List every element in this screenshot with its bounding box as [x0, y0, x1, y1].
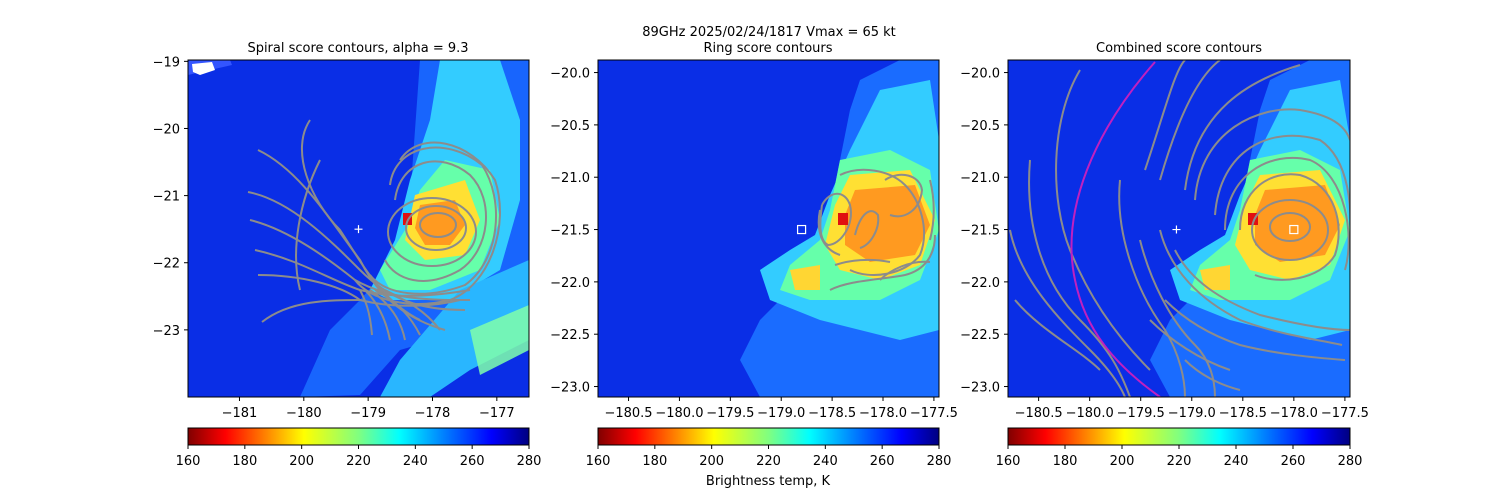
- colorbar-tick-label: 280: [927, 454, 952, 469]
- x-tick-label: −179.0: [757, 406, 805, 421]
- heatmap-field: [740, 60, 939, 397]
- y-tick-label: −21.0: [550, 171, 590, 186]
- y-tick-label: −23: [153, 324, 180, 339]
- panel-title: Spiral score contours, alpha = 9.3: [247, 41, 468, 56]
- axes-frame: [1007, 59, 1351, 398]
- x-tick-label: −177: [479, 406, 515, 421]
- colorbar-tick-label: 220: [1167, 454, 1192, 469]
- colorbar-tick-label: 200: [699, 454, 724, 469]
- colorbar: 160 180 200 220 240 260 280: [996, 427, 1363, 469]
- x-tick-label: −178.0: [1270, 406, 1318, 421]
- x-axis-ticks: −180.5 −180.0 −179.5 −179.0 −178.5 −178.0 −177…: [1015, 397, 1369, 421]
- colorbar-label: Brightness temp, K: [706, 474, 831, 489]
- colorbar: 160 180 200 220 240 260 280 Brightness temp, K: [586, 427, 952, 489]
- x-tick-label: −178.0: [859, 406, 907, 421]
- x-tick-label: −180.0: [655, 406, 703, 421]
- panel-title: Ring score contours: [703, 41, 832, 56]
- colorbar-tick-label: 200: [289, 454, 314, 469]
- colorbar-ticks: 160 180 200 220 240 260 280: [586, 445, 952, 469]
- colorbar-gradient: [187, 427, 530, 446]
- x-tick-label: −180.5: [604, 406, 652, 421]
- y-tick-label: −23.0: [960, 381, 1000, 396]
- y-tick-label: −20.5: [960, 119, 1000, 134]
- colorbar: 160 180 200 220 240 260 280: [176, 427, 542, 469]
- x-tick-label: −180.0: [1066, 406, 1114, 421]
- x-tick-label: −180.5: [1015, 406, 1063, 421]
- x-tick-label: −179.5: [706, 406, 754, 421]
- markers: [1172, 224, 1299, 235]
- x-axis-ticks: −180.5 −180.0 −179.5 −179.0 −178.5 −178.0 −177…: [604, 397, 958, 421]
- y-tick-label: −21.5: [960, 224, 1000, 239]
- y-tick-label: −22.5: [960, 328, 1000, 343]
- y-tick-label: −19: [153, 55, 180, 70]
- y-tick-label: −22.5: [550, 328, 590, 343]
- colorbar-ticks: 160 180 200 220 240 260 280: [996, 445, 1363, 469]
- colorbar-tick-label: 220: [756, 454, 781, 469]
- colorbar-tick-label: 200: [1110, 454, 1135, 469]
- x-tick-label: −178: [415, 406, 451, 421]
- colorbar-tick-label: 280: [517, 454, 542, 469]
- x-tick-label: −179.5: [1117, 406, 1165, 421]
- y-tick-label: −21.5: [550, 224, 590, 239]
- x-tick-label: −179: [350, 406, 386, 421]
- y-tick-label: −21.0: [960, 171, 1000, 186]
- markers: [354, 225, 363, 234]
- colorbar-tick-label: 280: [1338, 454, 1363, 469]
- colorbar-tick-label: 240: [403, 454, 428, 469]
- x-tick-label: −177.5: [1321, 406, 1369, 421]
- x-axis-ticks: −181 −180 −179 −178 −177: [222, 397, 515, 421]
- panel-ring: Ring score contours: [550, 41, 958, 489]
- y-tick-label: −22.0: [960, 276, 1000, 291]
- x-tick-label: −179.0: [1168, 406, 1216, 421]
- y-tick-label: −20: [153, 122, 180, 137]
- x-tick-label: −181: [222, 406, 258, 421]
- y-tick-label: −21: [153, 190, 180, 205]
- y-tick-label: −20.5: [550, 119, 590, 134]
- panel-combined: Combined score contours: [960, 41, 1369, 469]
- center-plus-marker: [354, 225, 363, 234]
- panel-title: Combined score contours: [1096, 41, 1262, 56]
- y-tick-label: −20.0: [960, 67, 1000, 82]
- colorbar-ticks: 160 180 200 220 240 260 280: [176, 445, 542, 469]
- colorbar-tick-label: 180: [642, 454, 667, 469]
- x-tick-label: −178.5: [1219, 406, 1267, 421]
- colorbar-tick-label: 180: [232, 454, 257, 469]
- track-circle-arc: [1070, 61, 1161, 397]
- colorbar-tick-label: 180: [1053, 454, 1078, 469]
- colorbar-tick-label: 220: [346, 454, 371, 469]
- ring-contours: [817, 168, 936, 291]
- x-tick-label: −180: [286, 406, 322, 421]
- y-tick-label: −22: [153, 257, 180, 272]
- heatmap-field: [1150, 60, 1350, 397]
- x-tick-label: −178.5: [808, 406, 856, 421]
- colorbar-gradient: [597, 427, 940, 446]
- y-axis-ticks: −23 −22 −21 −20 −19: [153, 55, 188, 339]
- axes-frame: [187, 59, 530, 398]
- colorbar-tick-label: 260: [870, 454, 895, 469]
- y-tick-label: −20.0: [550, 67, 590, 82]
- y-axis-ticks: −23.0 −22.5 −22.0 −21.5 −21.0 −20.5 −20.0: [550, 67, 598, 396]
- colorbar-gradient: [1007, 427, 1351, 446]
- y-tick-label: −23.0: [550, 381, 590, 396]
- panel-spiral: Spiral score contours, alpha = 9.3: [153, 41, 542, 469]
- figure-suptitle: 89GHz 2025/02/24/1817 Vmax = 65 kt: [642, 25, 896, 40]
- colorbar-tick-label: 160: [586, 454, 611, 469]
- center-square-marker: [1289, 224, 1299, 235]
- center-square-marker: [796, 224, 807, 235]
- x-tick-label: −177.5: [910, 406, 958, 421]
- markers: [796, 224, 807, 235]
- colorbar-tick-label: 260: [1281, 454, 1306, 469]
- axes-frame: [597, 59, 940, 398]
- center-plus-marker: [1172, 225, 1181, 234]
- colorbar-tick-label: 240: [1224, 454, 1249, 469]
- colorbar-tick-label: 160: [996, 454, 1021, 469]
- colorbar-tick-label: 160: [176, 454, 201, 469]
- y-tick-label: −22.0: [550, 276, 590, 291]
- colorbar-tick-label: 260: [460, 454, 485, 469]
- y-axis-ticks: −23.0 −22.5 −22.0 −21.5 −21.0 −20.5 −20.0: [960, 67, 1008, 396]
- spiral-contours: [247, 119, 501, 341]
- colorbar-tick-label: 240: [813, 454, 838, 469]
